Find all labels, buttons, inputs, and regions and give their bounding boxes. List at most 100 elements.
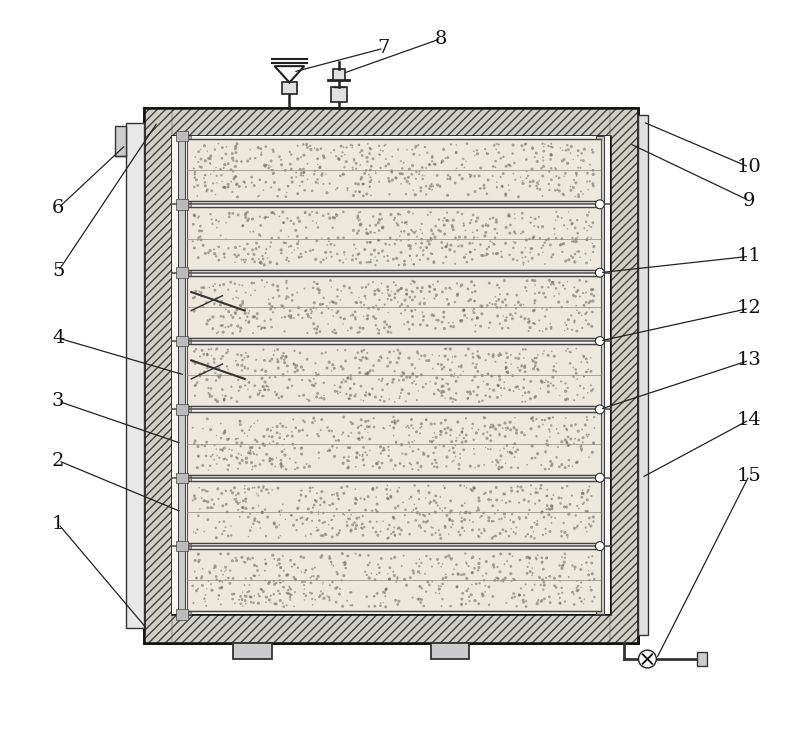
Point [343,282,356,293]
Point [296,576,309,588]
Point [252,597,265,609]
Point [396,384,409,396]
Point [298,416,311,428]
Point [353,362,366,374]
Point [464,171,477,183]
Circle shape [595,542,604,551]
Point [275,247,288,259]
Point [456,159,469,171]
Point [306,563,318,575]
Point [453,463,466,475]
Point [561,276,574,288]
Point [535,552,548,564]
Point [406,359,418,371]
Point [370,167,382,179]
Point [522,386,535,398]
Point [192,451,205,463]
Point [468,448,481,460]
Point [539,446,552,458]
Point [402,493,415,505]
Point [285,149,298,160]
Point [436,363,449,375]
Point [361,421,374,432]
Point [550,170,562,182]
Point [356,449,369,461]
Point [328,363,341,374]
Point [326,304,338,316]
Point [584,351,597,363]
Point [405,420,418,432]
Point [286,380,298,392]
Point [281,212,294,224]
Point [452,372,465,383]
Point [199,169,212,181]
Point [351,432,364,444]
Point [456,314,469,326]
Point [460,248,473,260]
Point [271,343,284,355]
Point [406,254,418,266]
Point [436,578,449,590]
Point [273,392,286,404]
Point [506,447,518,459]
Point [458,497,471,509]
Point [414,185,427,197]
Point [238,380,251,392]
Point [229,493,242,505]
Point [434,491,446,503]
Point [276,350,289,362]
Point [276,499,289,510]
Point [265,236,278,248]
Point [313,591,326,603]
Point [551,441,564,453]
Point [323,445,336,457]
Point [210,532,222,544]
Point [389,459,402,471]
Point [586,551,598,562]
Point [195,161,208,173]
Point [562,532,574,544]
Point [218,393,230,405]
Point [538,258,551,270]
Point [260,558,273,570]
Point [250,243,262,255]
Point [498,488,510,500]
Point [248,559,261,571]
Point [262,423,274,435]
Point [468,279,481,291]
Point [210,343,223,355]
Point [489,530,502,542]
Point [266,549,279,561]
Point [510,254,523,266]
Point [268,518,281,530]
Point [250,237,263,249]
Point [565,346,578,358]
Point [330,583,342,594]
Point [362,169,375,181]
Point [578,143,591,155]
Point [581,431,594,443]
Point [533,175,546,186]
Point [334,583,346,594]
Point [498,558,511,570]
Point [386,166,398,178]
Point [235,360,248,372]
Point [378,316,391,328]
Point [350,296,362,308]
Point [501,351,514,363]
Point [491,561,504,573]
Point [282,584,294,596]
Point [540,438,553,450]
Point [196,563,209,575]
Point [518,366,531,377]
Point [570,286,583,298]
Point [243,585,256,597]
Point [497,310,510,322]
Point [565,140,578,152]
Point [547,380,560,392]
Point [539,523,552,535]
Point [531,549,544,561]
Point [390,357,403,369]
Point [554,390,566,402]
Point [525,479,538,491]
